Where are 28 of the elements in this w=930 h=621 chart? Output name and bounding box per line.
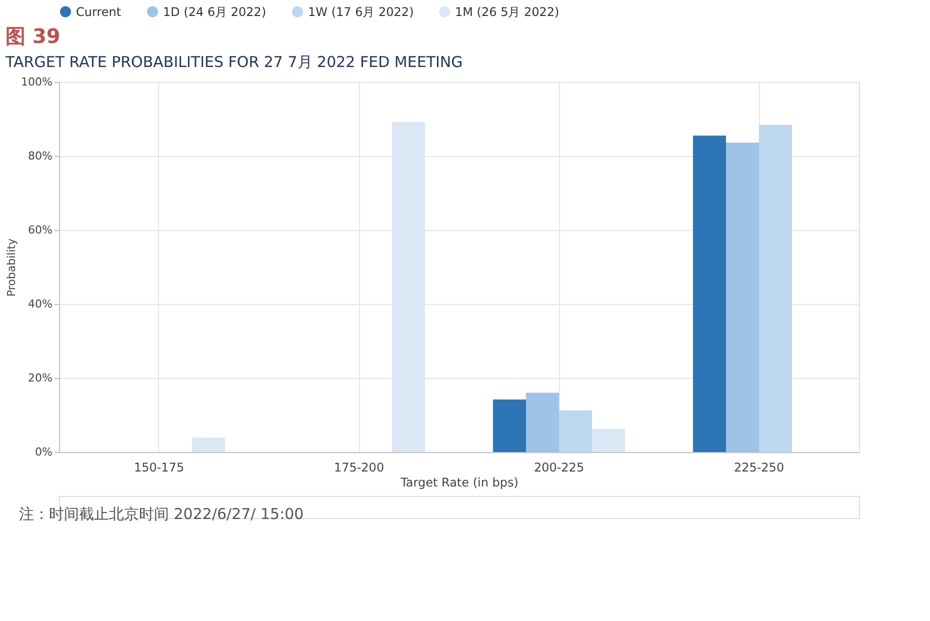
y-tick-label: 0%: [35, 446, 52, 458]
x-axis-title: Target Rate (in bps): [400, 476, 518, 490]
legend-label: 1W (17 6月 2022): [308, 4, 414, 19]
bar: [592, 429, 625, 452]
text: 注：时间截止北京时间 2022/6/27/ 15:00: [19, 505, 304, 523]
chart-subtitle: TARGET RATE PROBABILITIES FOR 27 7月 2022 FED MEETING: [4, 53, 463, 71]
y-tick-label: 40%: [28, 298, 52, 310]
y-tick-label: 60%: [28, 224, 52, 236]
y-tick-label: 20%: [28, 372, 52, 384]
x-tick-label: 225-250: [734, 460, 784, 474]
bar: [559, 410, 592, 452]
x-tick-label: 200-225: [534, 460, 584, 474]
bar: [693, 136, 726, 452]
chart-title: 图 39: [6, 24, 60, 48]
legend-label: Current: [76, 4, 122, 19]
bar: [392, 122, 425, 452]
bar: [493, 399, 526, 452]
y-tick-label: 100%: [21, 76, 52, 88]
x-tick-label: 175-200: [334, 460, 384, 474]
legend-label: 1D (24 6月 2022): [163, 4, 266, 19]
y-axis-title: Probability: [5, 238, 18, 297]
y-tick-label: 80%: [28, 150, 52, 162]
bar: [726, 142, 759, 452]
bar: [759, 124, 792, 452]
legend-label: 1M (26 5月 2022): [455, 4, 560, 19]
bar: [526, 392, 559, 452]
x-tick-label: 150-175: [134, 460, 184, 474]
bar: [192, 438, 225, 452]
